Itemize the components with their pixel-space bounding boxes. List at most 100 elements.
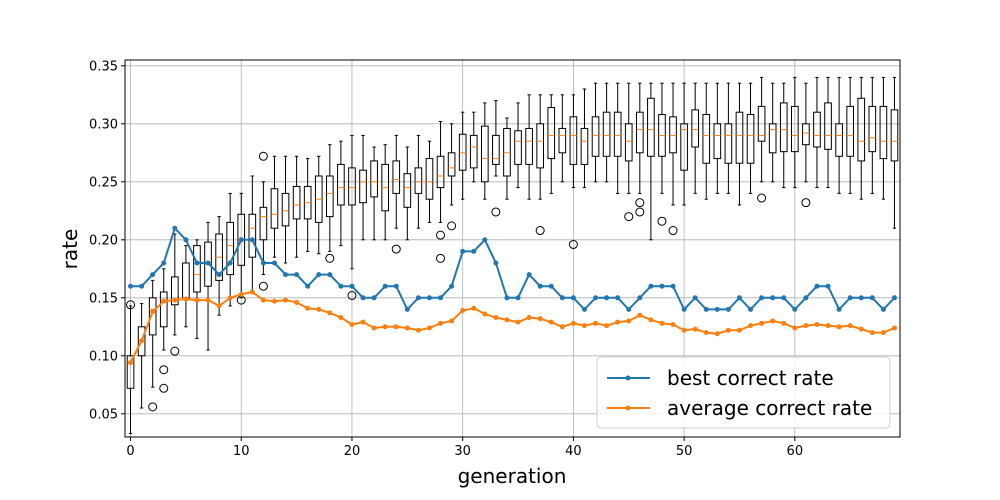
average-correct-rate-point bbox=[725, 327, 731, 333]
y-tick-label: 0.10 bbox=[89, 349, 118, 364]
average-correct-rate-line bbox=[129, 291, 895, 364]
boxplot bbox=[391, 134, 401, 254]
boxplot-box bbox=[204, 241, 212, 287]
best-correct-rate-point bbox=[316, 272, 322, 278]
best-correct-rate-point bbox=[670, 283, 676, 289]
best-correct-rate-point bbox=[526, 272, 532, 278]
legend-label-average: average correct rate bbox=[667, 396, 872, 420]
best-correct-rate-point bbox=[681, 306, 687, 312]
boxplot-box bbox=[746, 114, 755, 164]
boxplot-box bbox=[857, 97, 866, 162]
boxplot-box bbox=[337, 163, 345, 206]
boxplot-box bbox=[779, 102, 788, 153]
boxplot-outlier bbox=[447, 221, 457, 231]
boxplot-box bbox=[536, 123, 544, 169]
best-correct-rate-point bbox=[581, 306, 587, 312]
average-correct-rate-point bbox=[825, 323, 831, 329]
boxplot bbox=[890, 76, 899, 229]
boxplot-box bbox=[126, 355, 135, 389]
boxplot-outlier bbox=[258, 281, 268, 291]
average-correct-rate-point bbox=[891, 325, 897, 331]
best-correct-rate-point bbox=[482, 237, 488, 243]
average-correct-rate-point bbox=[493, 315, 499, 321]
average-correct-rate-point bbox=[371, 325, 377, 331]
best-correct-rate-point bbox=[626, 306, 632, 312]
y-tick-label: 0.15 bbox=[89, 291, 118, 306]
boxplot bbox=[525, 94, 533, 200]
average-correct-rate-point bbox=[670, 321, 676, 327]
boxplot-box bbox=[171, 276, 179, 306]
best-correct-rate-point bbox=[271, 260, 277, 266]
boxplot-box bbox=[392, 160, 401, 194]
best-correct-rate-point bbox=[648, 283, 654, 289]
boxplot bbox=[779, 82, 788, 189]
boxplot-box bbox=[514, 130, 522, 165]
best-correct-rate-point bbox=[891, 295, 897, 301]
best-correct-rate-point bbox=[593, 295, 599, 301]
average-correct-rate-point bbox=[836, 324, 842, 330]
boxplot-box bbox=[636, 111, 644, 154]
boxplot bbox=[481, 102, 489, 200]
best-correct-rate-point bbox=[438, 295, 444, 301]
average-correct-rate-point bbox=[858, 326, 864, 332]
average-correct-rate-point bbox=[748, 323, 754, 329]
average-correct-rate-point bbox=[216, 303, 222, 309]
x-tick-label: 60 bbox=[787, 444, 804, 459]
boxplot bbox=[314, 155, 323, 255]
boxplot-box bbox=[503, 127, 511, 177]
boxplot bbox=[292, 155, 301, 258]
boxplot bbox=[647, 82, 655, 241]
average-correct-rate-point bbox=[847, 323, 853, 329]
average-correct-rate-point bbox=[570, 320, 576, 326]
boxplot-outlier bbox=[258, 151, 268, 161]
boxplot bbox=[381, 144, 390, 241]
boxplot bbox=[668, 82, 678, 236]
best-correct-rate-point bbox=[150, 272, 156, 278]
average-correct-rate-point bbox=[770, 318, 776, 324]
boxplot-box bbox=[813, 111, 821, 148]
boxplot-box bbox=[846, 105, 854, 157]
boxplot-outlier bbox=[148, 402, 158, 412]
average-correct-rate-point bbox=[581, 323, 587, 329]
boxplot-box bbox=[436, 155, 445, 189]
y-tick-label: 0.05 bbox=[89, 407, 118, 422]
boxplot-box bbox=[403, 173, 412, 208]
average-correct-rate-point bbox=[736, 327, 742, 333]
boxplot-box bbox=[691, 109, 699, 148]
boxplot-box bbox=[525, 127, 533, 165]
boxplot-box bbox=[259, 206, 268, 241]
average-correct-rate-point bbox=[227, 295, 233, 301]
boxplot-box bbox=[890, 109, 899, 162]
boxplot bbox=[248, 175, 257, 293]
best-correct-rate-point bbox=[736, 295, 742, 301]
boxplot bbox=[458, 111, 467, 200]
average-correct-rate-point bbox=[294, 299, 300, 305]
boxplot-box bbox=[669, 116, 677, 154]
plot-frame bbox=[124, 59, 901, 438]
best-correct-rate-point bbox=[637, 295, 643, 301]
boxplot-outlier bbox=[436, 230, 446, 240]
average-correct-rate-point bbox=[803, 323, 809, 329]
best-correct-rate-point bbox=[714, 306, 720, 312]
boxplot bbox=[558, 94, 567, 183]
best-correct-rate-point bbox=[139, 283, 145, 289]
boxplot bbox=[503, 117, 511, 200]
boxplot-box bbox=[447, 152, 456, 177]
best-correct-rate-point bbox=[725, 306, 731, 312]
best-correct-rate-line bbox=[130, 227, 896, 311]
boxplot-box bbox=[558, 127, 567, 154]
best-correct-rate-point bbox=[415, 295, 421, 301]
best-correct-rate-point bbox=[615, 295, 621, 301]
legend: best correct rate average correct rate bbox=[596, 356, 891, 429]
boxplot-box bbox=[835, 123, 843, 157]
best-correct-rate-point bbox=[858, 295, 864, 301]
boxplot-box bbox=[359, 169, 367, 204]
y-tick-label: 0.20 bbox=[89, 233, 118, 248]
boxplot-box bbox=[580, 127, 589, 165]
boxplot bbox=[735, 82, 744, 206]
average-correct-rate-point bbox=[305, 305, 311, 311]
average-correct-rate-point bbox=[128, 360, 134, 366]
boxplot-box bbox=[458, 133, 467, 171]
best-correct-rate-point bbox=[748, 306, 754, 312]
average-correct-rate-point bbox=[703, 330, 709, 336]
